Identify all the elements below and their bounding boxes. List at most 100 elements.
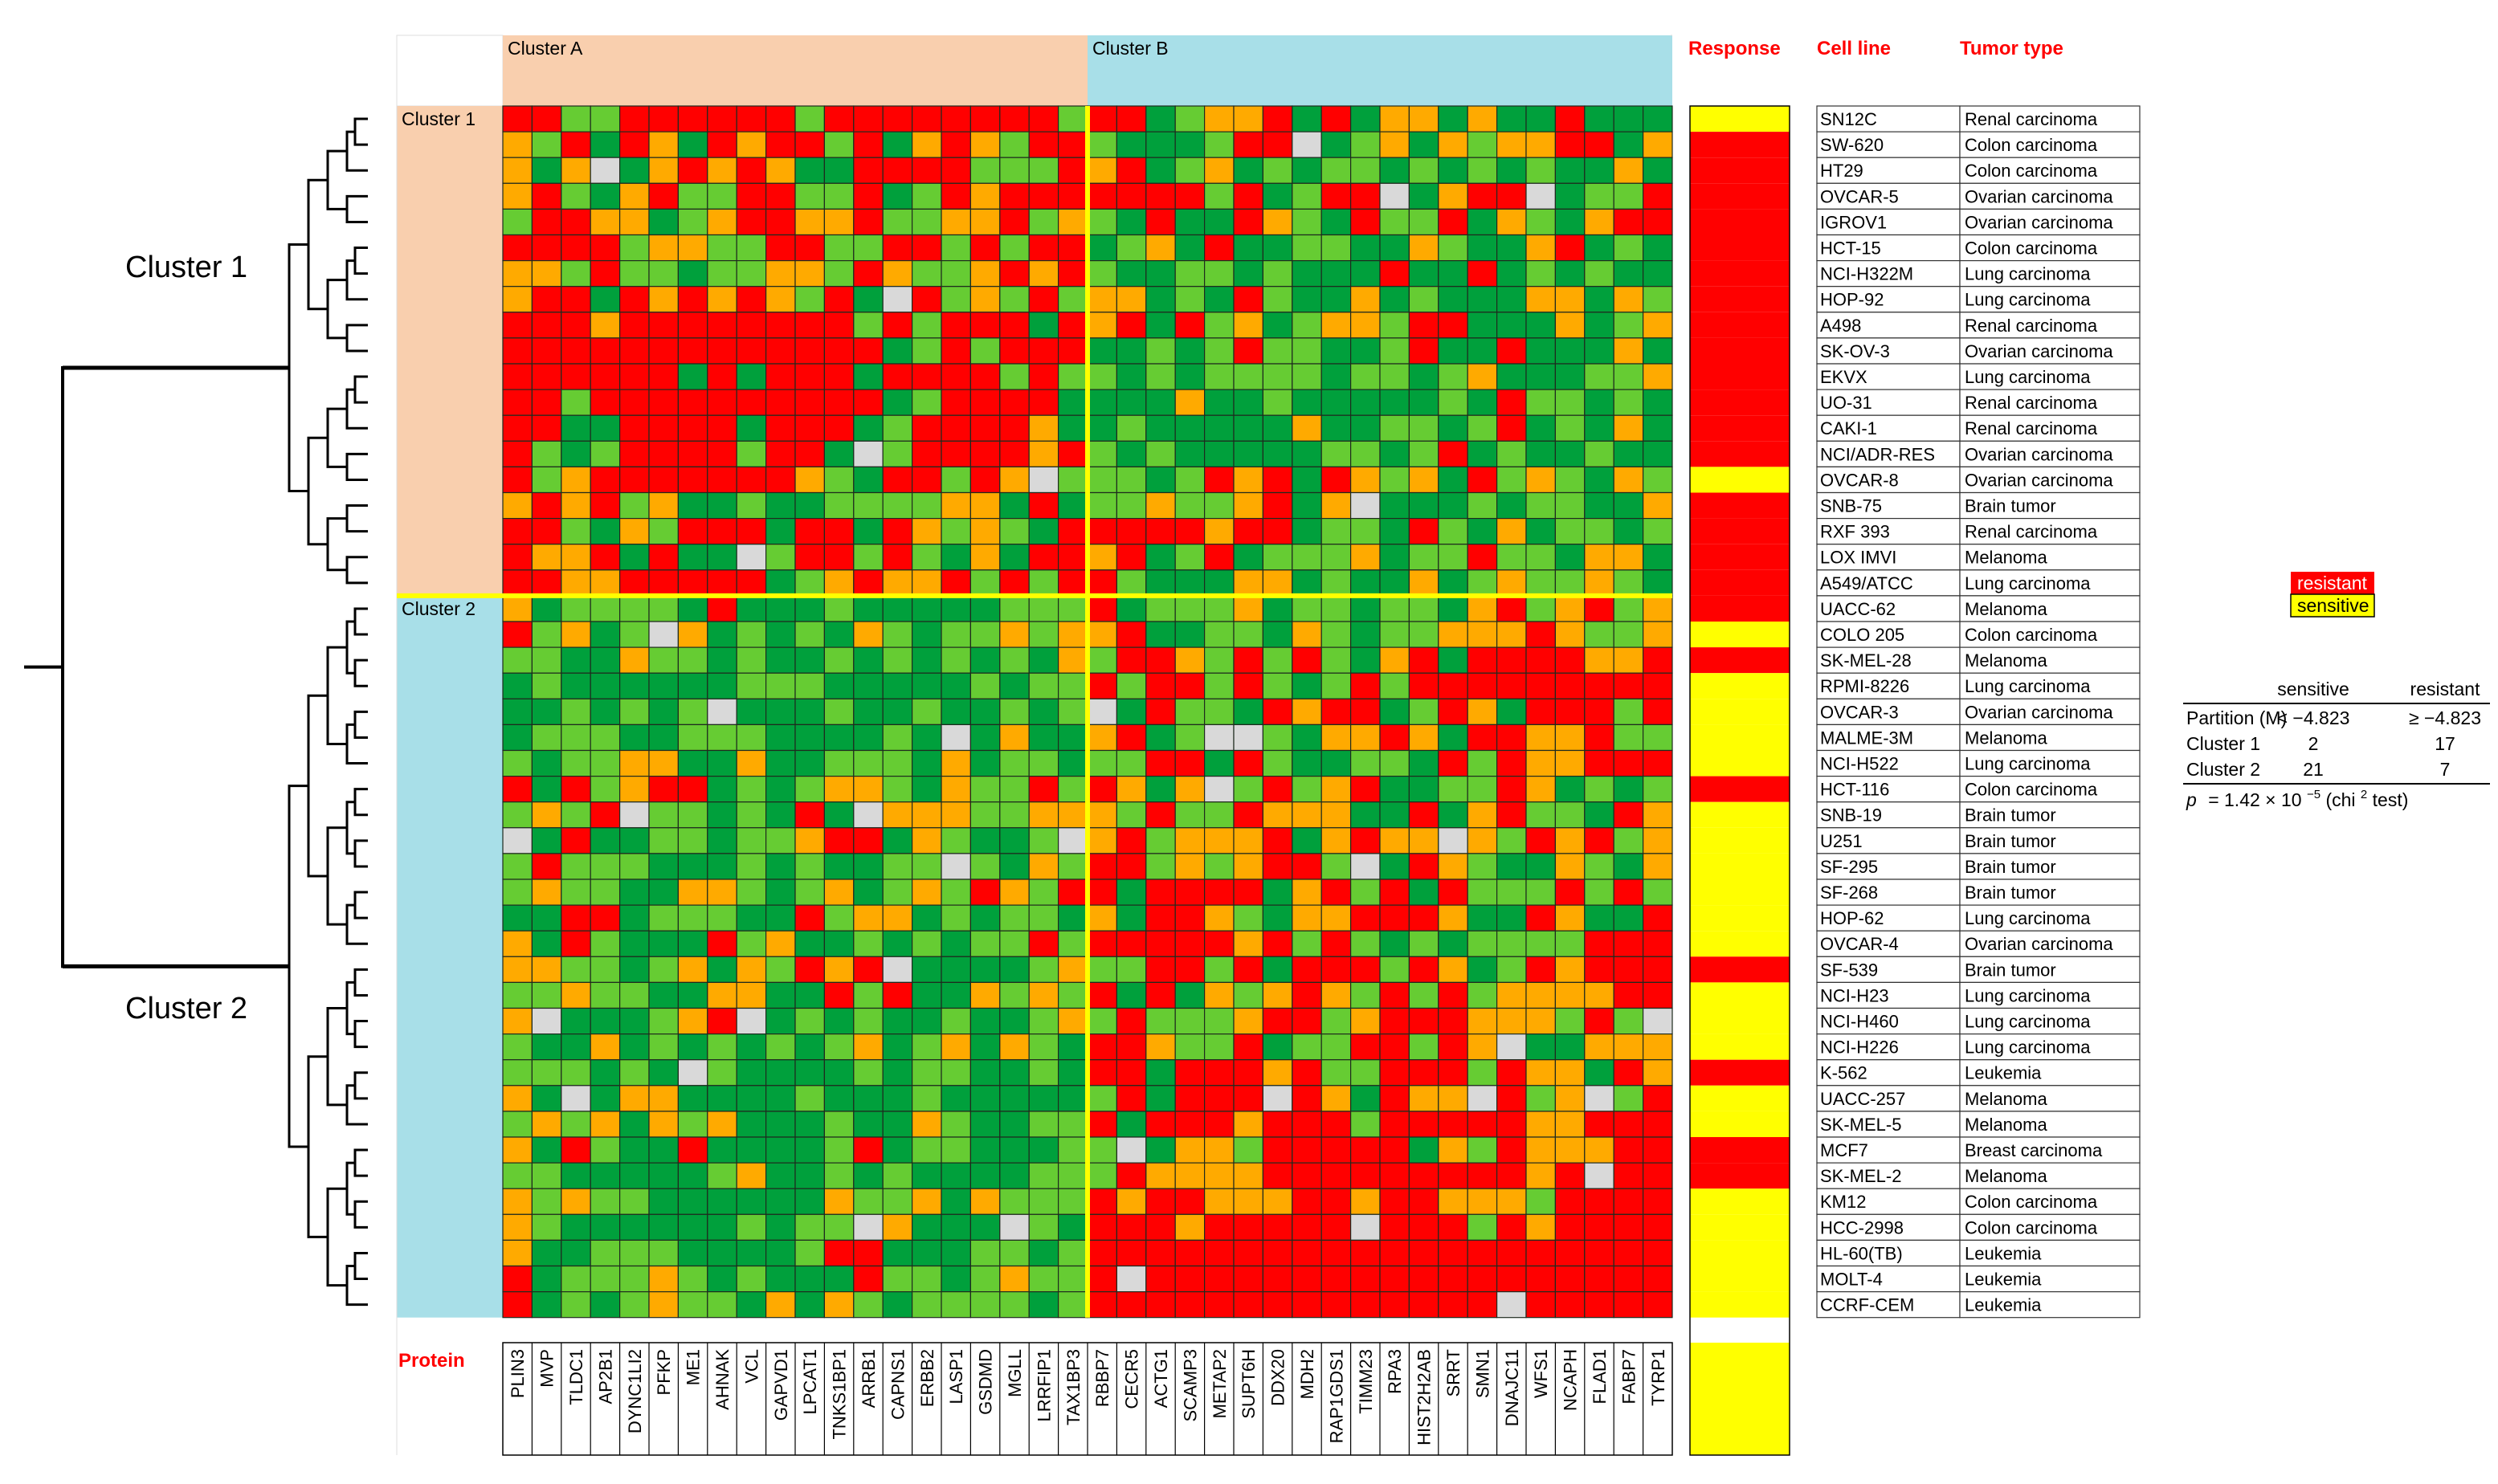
cell-r31-c6 bbox=[677, 904, 708, 932]
cell-r42-c24 bbox=[1203, 1188, 1235, 1215]
protein-label-gapvd1: GAPVD1 bbox=[771, 1349, 791, 1421]
cell-r34-c22 bbox=[1145, 981, 1176, 1009]
cell-r25-c21 bbox=[1116, 749, 1147, 777]
cell-r24-c3 bbox=[590, 724, 621, 752]
cell-r27-c24 bbox=[1203, 801, 1235, 829]
cell-r11-c33 bbox=[1467, 389, 1498, 416]
dendrogram-branch bbox=[307, 178, 328, 311]
cell-r44-c28 bbox=[1320, 1239, 1352, 1267]
dendrogram-branch bbox=[353, 1020, 368, 1049]
cell-r8-c7 bbox=[707, 312, 737, 339]
cell-r36-c21 bbox=[1116, 1033, 1147, 1061]
cell-r37-c1 bbox=[531, 1059, 562, 1086]
cell-r4-c24 bbox=[1203, 208, 1235, 236]
cell-r9-c10 bbox=[794, 337, 826, 365]
cell-line-box bbox=[1816, 466, 1961, 494]
cell-r18-c8 bbox=[736, 569, 767, 597]
cell-r0-c21 bbox=[1116, 105, 1147, 132]
cell-r14-c6 bbox=[677, 466, 708, 494]
cell-r4-c9 bbox=[765, 208, 796, 236]
cell-r6-c21 bbox=[1116, 260, 1147, 287]
cell-r25-c2 bbox=[561, 749, 591, 777]
cell-r27-c13 bbox=[882, 801, 913, 829]
cell-r30-c13 bbox=[882, 879, 913, 906]
cell-r2-c29 bbox=[1349, 157, 1381, 184]
cell-r33-c9 bbox=[765, 956, 796, 984]
tumor-type-label: Colon carcinoma bbox=[1965, 135, 2098, 155]
cell-r39-c36 bbox=[1554, 1111, 1586, 1138]
cell-r17-c3 bbox=[590, 544, 621, 571]
cell-r12-c31 bbox=[1408, 414, 1439, 442]
response-cell bbox=[1690, 879, 1790, 906]
protein-label-rap1gds1: RAP1GDS1 bbox=[1326, 1349, 1346, 1443]
cell-r37-c29 bbox=[1349, 1059, 1381, 1086]
cell-r32-c25 bbox=[1233, 930, 1264, 957]
cell-r41-c1 bbox=[531, 1162, 562, 1189]
cell-r33-c34 bbox=[1496, 956, 1527, 984]
cell-r40-c27 bbox=[1292, 1136, 1322, 1164]
cell-r39-c28 bbox=[1320, 1111, 1352, 1138]
cell-r21-c25 bbox=[1233, 646, 1264, 674]
cell-line-header: Cell line bbox=[1817, 38, 1891, 59]
stats-partition-sensitive: < −4.823 bbox=[2277, 707, 2350, 728]
cell-r4-c18 bbox=[1028, 208, 1059, 236]
cell-r5-c26 bbox=[1262, 234, 1293, 262]
cell-r39-c9 bbox=[765, 1111, 796, 1138]
cell-r36-c3 bbox=[590, 1033, 621, 1061]
protein-label-lasp1: LASP1 bbox=[946, 1349, 966, 1404]
cell-r46-c2 bbox=[561, 1290, 591, 1319]
cell-r3-c20 bbox=[1087, 182, 1118, 210]
cell-r46-c22 bbox=[1145, 1290, 1176, 1319]
protein-label-vcl: VCL bbox=[741, 1349, 761, 1384]
cell-r12-c11 bbox=[823, 414, 855, 442]
cell-r6-c34 bbox=[1496, 260, 1527, 287]
cell-r43-c22 bbox=[1145, 1213, 1176, 1241]
cell-r17-c6 bbox=[677, 544, 708, 571]
cell-r7-c32 bbox=[1438, 286, 1468, 313]
cell-r7-c5 bbox=[648, 286, 680, 313]
cell-r32-c8 bbox=[736, 930, 767, 957]
dendrogram-branch bbox=[326, 646, 347, 745]
cell-r17-c35 bbox=[1525, 544, 1557, 571]
tumor-type-box bbox=[1959, 1059, 2141, 1086]
tumor-type-box bbox=[1959, 1188, 2141, 1215]
cell-line-label: HT29 bbox=[1820, 161, 1863, 181]
cell-r27-c5 bbox=[648, 801, 680, 829]
cell-r34-c39 bbox=[1642, 981, 1673, 1009]
cell-r16-c32 bbox=[1438, 517, 1468, 545]
dendrogram-branch bbox=[345, 556, 368, 585]
cell-r41-c12 bbox=[853, 1162, 884, 1189]
cell-r15-c0 bbox=[502, 491, 533, 520]
cell-r3-c29 bbox=[1349, 182, 1381, 210]
cell-r18-c26 bbox=[1262, 569, 1293, 597]
cell-r19-c30 bbox=[1379, 595, 1410, 622]
dendrogram-branch bbox=[353, 968, 368, 997]
cell-r42-c25 bbox=[1233, 1188, 1264, 1215]
cell-r35-c37 bbox=[1584, 1007, 1614, 1035]
cell-r22-c19 bbox=[1057, 672, 1088, 699]
cell-r12-c19 bbox=[1057, 414, 1088, 442]
cell-r34-c12 bbox=[853, 981, 884, 1009]
row-dendrogram bbox=[24, 117, 368, 1307]
cell-r36-c22 bbox=[1145, 1033, 1176, 1061]
cell-r39-c29 bbox=[1349, 1111, 1381, 1138]
cell-r12-c15 bbox=[941, 414, 972, 442]
cell-r19-c0 bbox=[502, 595, 533, 622]
cell-r2-c7 bbox=[707, 157, 737, 184]
cell-r23-c11 bbox=[823, 698, 855, 725]
cell-r10-c22 bbox=[1145, 363, 1176, 390]
cell-r30-c37 bbox=[1584, 879, 1614, 906]
cell-r35-c34 bbox=[1496, 1007, 1527, 1035]
cell-r24-c12 bbox=[853, 724, 884, 752]
cell-r12-c4 bbox=[618, 414, 650, 442]
cell-r25-c1 bbox=[531, 749, 562, 777]
cell-r24-c30 bbox=[1379, 724, 1410, 752]
dendrogram-branch bbox=[353, 1251, 368, 1281]
cell-r37-c32 bbox=[1438, 1059, 1468, 1086]
protein-label-srrt: SRRT bbox=[1443, 1349, 1463, 1397]
tumor-type-label: Ovarian carcinoma bbox=[1965, 470, 2113, 490]
response-cell bbox=[1690, 132, 1790, 158]
cell-r44-c16 bbox=[969, 1239, 1001, 1267]
cell-r46-c13 bbox=[882, 1290, 913, 1319]
